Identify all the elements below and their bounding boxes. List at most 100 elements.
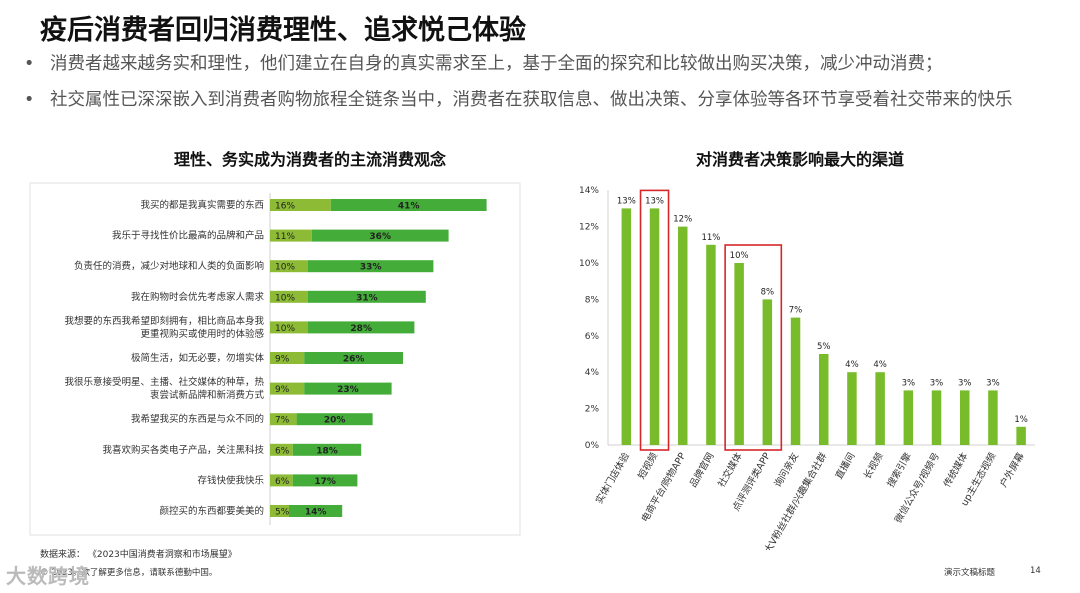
data-label: 9% — [275, 385, 290, 395]
data-label: 41% — [398, 202, 420, 212]
bar-segment-2 — [289, 505, 343, 517]
x-tick-label: 传统媒体 — [941, 450, 971, 489]
data-label: 4% — [845, 360, 859, 370]
bar-segment-2 — [308, 321, 415, 334]
bar-segment-1 — [270, 352, 305, 364]
page-number: 14 — [1030, 566, 1041, 576]
bar-segment-2 — [308, 260, 434, 273]
category-label: 我喜欢购买各类电子产品，关注黑科技 — [102, 444, 264, 456]
bar — [706, 244, 716, 445]
data-label: 11% — [701, 233, 720, 243]
doc-title: 演示文稿标题 — [944, 568, 996, 578]
data-label: 7% — [789, 306, 803, 316]
data-label: 5% — [275, 508, 290, 518]
right-bar-chart: 0%2%4%6%8%10%12%14%13%实体门店体验13%短视频12%电商平… — [579, 186, 1035, 550]
bullet-text-2: 社交属性已深深嵌入到消费者购物旅程全链条当中，消费者在获取信息、做出决策、分享体… — [50, 90, 1013, 110]
x-tick-label: 户外屏幕 — [997, 450, 1027, 489]
bullet-dot: • — [24, 90, 35, 110]
data-label: 10% — [730, 251, 749, 261]
category-label: 负责任的消费，减少对地球和人类的负面影响 — [74, 260, 264, 272]
bar-segment-2 — [296, 413, 373, 426]
bar — [677, 226, 688, 445]
category-label: 我乐于寻找性价比最高的品牌和产品 — [112, 230, 264, 242]
bar — [959, 390, 970, 445]
bar-segment-2 — [304, 352, 403, 364]
data-label: 3% — [930, 378, 944, 388]
data-label: 9% — [275, 355, 290, 365]
data-label: 6% — [275, 446, 290, 456]
bar-segment-2 — [330, 199, 487, 211]
data-label: 10% — [275, 263, 295, 273]
data-label: 28% — [350, 324, 372, 334]
bar — [903, 390, 914, 445]
data-label: 13% — [645, 196, 664, 206]
data-label: 36% — [369, 232, 391, 242]
category-label: 我希望我买的东西是与众不同的 — [131, 413, 264, 425]
bar — [818, 354, 829, 445]
data-label: 10% — [275, 293, 295, 303]
category-label: 我买的都是我真实需要的东西 — [140, 199, 264, 211]
y-tick-label: 8% — [585, 295, 600, 305]
category-label: 我在购物时会优先考虑家人需求 — [131, 291, 265, 303]
x-tick-label: 实体门店体验 — [593, 450, 632, 506]
y-tick-label: 12% — [579, 223, 599, 233]
highlight-box — [639, 189, 670, 451]
bar-segment-2 — [292, 443, 362, 456]
category-label: 存钱快使我快乐 — [197, 474, 264, 486]
y-tick-label: 0% — [585, 441, 600, 451]
bar-segment-1 — [270, 321, 308, 334]
x-tick-label: 品牌官网 — [687, 451, 716, 490]
page-title: 疫后消费者回归消费理性、追求悦己体验 — [40, 15, 526, 46]
data-label: 12% — [673, 215, 692, 225]
bar-segment-1 — [270, 413, 297, 426]
data-label: 26% — [343, 355, 365, 365]
bar — [621, 208, 632, 445]
bar — [649, 208, 660, 445]
category-label: 我想要的东西我希望即刻拥有，相比商品本身我 — [64, 315, 264, 327]
data-label: 7% — [275, 416, 290, 426]
left-bar-chart: 我买的都是我真实需要的东西 16% 41% 我乐于寻找性价比最高的品牌和产品 11% 36… — [29, 182, 521, 536]
bar-segment-2 — [311, 229, 449, 242]
data-label: 14% — [305, 508, 327, 518]
left-chart-title: 理性、务实成为消费者的主流消费观念 — [173, 150, 446, 169]
data-label: 16% — [275, 202, 295, 212]
x-tick-label: 长视频 — [861, 450, 886, 481]
data-label: 31% — [356, 293, 378, 303]
x-tick-label: 搜索引擎 — [885, 450, 915, 489]
data-label: 3% — [902, 378, 916, 388]
bar — [762, 299, 773, 445]
data-label: 4% — [873, 360, 887, 370]
bar — [875, 372, 885, 445]
data-label: 3% — [958, 378, 972, 388]
x-tick-label: 直播间 — [833, 451, 858, 482]
y-tick-label: 2% — [585, 405, 600, 415]
bar — [734, 263, 744, 445]
data-label: 17% — [314, 477, 336, 487]
data-label: 13% — [617, 196, 636, 206]
data-label: 18% — [316, 446, 338, 456]
chart-frame — [29, 182, 521, 536]
bar — [790, 317, 801, 445]
category-label: 颜控买的东西都要美美的 — [159, 505, 264, 517]
category-label: 我很乐意接受明星、主播、社交媒体的种草，热 — [64, 376, 264, 388]
data-label: 5% — [817, 342, 831, 352]
data-label: 1% — [1014, 415, 1028, 425]
x-tick-label: 短视频 — [635, 450, 660, 481]
bar-segment-1 — [270, 382, 305, 395]
highlight-box — [724, 244, 783, 451]
bar-segment-1 — [270, 229, 312, 242]
watermark-text: 大数跨境 — [6, 564, 90, 588]
category-label: 更重视购买或使用时的体验感 — [140, 328, 264, 340]
bar-segment-2 — [308, 290, 426, 303]
bar-segment-1 — [270, 260, 308, 273]
bar-segment-1 — [270, 505, 289, 517]
category-label: 极简生活，如无必要，勿增实体 — [131, 352, 265, 364]
data-label: 11% — [275, 232, 295, 242]
copyright-note: © 2023。欲了解更多信息，请联系德勤中国。 — [40, 568, 218, 578]
data-label: 10% — [275, 324, 295, 334]
data-label: 8% — [761, 287, 775, 297]
bar-segment-1 — [270, 443, 293, 456]
bar-segment-1 — [270, 199, 331, 211]
x-tick-label: 询问亲友 — [772, 450, 802, 489]
bar — [988, 390, 998, 445]
